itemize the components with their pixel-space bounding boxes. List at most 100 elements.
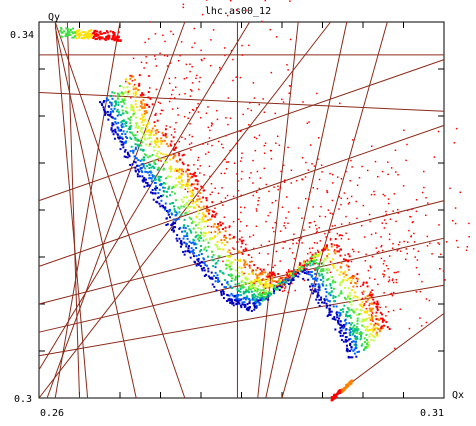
footprint-halo-point bbox=[287, 69, 289, 71]
footprint-point bbox=[253, 287, 256, 290]
footprint-halo-point bbox=[192, 109, 195, 112]
footprint-point bbox=[189, 176, 192, 179]
footprint-halo-point bbox=[312, 206, 314, 208]
footprint-point bbox=[186, 180, 189, 183]
footprint-point bbox=[153, 162, 156, 165]
footprint-point bbox=[244, 289, 247, 292]
footprint-point bbox=[196, 262, 199, 265]
footprint-halo-point bbox=[383, 270, 386, 272]
footprint-halo-point bbox=[331, 225, 334, 227]
footprint-point bbox=[203, 269, 206, 272]
footprint-point bbox=[365, 333, 368, 336]
footprint-point bbox=[180, 179, 183, 182]
footprint-point bbox=[339, 248, 342, 251]
footprint-point bbox=[278, 277, 281, 280]
footprint-point bbox=[164, 206, 167, 209]
footprint-halo-point bbox=[173, 128, 176, 130]
footprint-halo-point bbox=[396, 249, 398, 252]
footprint-point bbox=[143, 185, 146, 188]
footprint-point bbox=[271, 280, 274, 283]
footprint-upper-arm-point bbox=[87, 36, 90, 39]
footprint-halo-point bbox=[229, 0, 232, 2]
footprint-point bbox=[241, 301, 244, 304]
footprint-point bbox=[309, 257, 312, 260]
footprint-point bbox=[119, 114, 122, 117]
footprint-halo-point bbox=[197, 102, 199, 105]
footprint-halo-point bbox=[207, 106, 209, 108]
footprint-point bbox=[286, 274, 289, 277]
footprint-point bbox=[160, 152, 163, 155]
footprint-point bbox=[358, 313, 361, 316]
footprint-point bbox=[131, 163, 134, 166]
footprint-upper-arm-point bbox=[106, 36, 109, 39]
footprint-halo-point bbox=[416, 259, 419, 261]
footprint-halo-point bbox=[154, 33, 157, 35]
footprint-point bbox=[140, 170, 143, 173]
footprint-point bbox=[231, 301, 234, 304]
footprint-halo-point bbox=[276, 285, 278, 287]
footprint-point bbox=[207, 270, 210, 273]
footprint-point bbox=[237, 250, 240, 253]
footprint-halo-point bbox=[283, 181, 286, 183]
footprint-point bbox=[136, 173, 139, 176]
footprint-point bbox=[147, 156, 150, 159]
footprint-point bbox=[263, 291, 266, 294]
footprint-halo-point bbox=[364, 260, 367, 262]
footprint-halo-point bbox=[253, 136, 256, 139]
footprint-point bbox=[196, 199, 199, 202]
tune-footprint bbox=[59, 0, 470, 402]
footprint-point bbox=[359, 338, 362, 341]
footprint-halo-point bbox=[169, 126, 171, 128]
footprint-lower-cluster-point bbox=[342, 387, 345, 390]
footprint-point bbox=[218, 231, 221, 234]
footprint-point bbox=[371, 316, 374, 319]
footprint-point bbox=[150, 140, 153, 143]
footprint-halo-point bbox=[413, 241, 416, 243]
footprint-point bbox=[317, 291, 320, 294]
footprint-halo-point bbox=[372, 320, 374, 322]
footprint-halo-point bbox=[233, 235, 235, 238]
footprint-point bbox=[315, 254, 318, 257]
footprint-halo-point bbox=[316, 242, 318, 244]
footprint-point bbox=[220, 239, 223, 242]
footprint-point bbox=[205, 220, 208, 223]
footprint-point bbox=[134, 148, 137, 151]
footprint-halo-point bbox=[247, 107, 249, 110]
footprint-halo-point bbox=[191, 82, 194, 84]
footprint-halo-point bbox=[196, 107, 198, 109]
footprint-point bbox=[252, 302, 255, 305]
footprint-point bbox=[326, 279, 329, 282]
footprint-point bbox=[226, 259, 229, 262]
footprint-halo-point bbox=[275, 142, 277, 144]
footprint-point bbox=[130, 145, 133, 148]
footprint-point bbox=[320, 296, 323, 299]
footprint-point bbox=[154, 177, 157, 180]
footprint-point bbox=[336, 269, 339, 272]
footprint-halo-point bbox=[319, 240, 322, 242]
footprint-halo-point bbox=[168, 100, 171, 103]
footprint-point bbox=[314, 289, 317, 292]
footprint-upper-arm-point bbox=[112, 31, 115, 34]
footprint-point bbox=[312, 262, 315, 265]
footprint-halo-point bbox=[145, 62, 148, 64]
footprint-point bbox=[135, 124, 138, 127]
footprint-point bbox=[236, 240, 239, 243]
footprint-point bbox=[196, 180, 199, 183]
footprint-point bbox=[190, 222, 193, 225]
footprint-point bbox=[126, 130, 129, 133]
footprint-point bbox=[199, 192, 202, 195]
x-tick-label-right: 0.31 bbox=[420, 408, 444, 419]
footprint-point bbox=[190, 199, 193, 202]
footprint-point bbox=[148, 167, 151, 170]
footprint-halo-point bbox=[420, 325, 423, 327]
footprint-point bbox=[251, 294, 254, 297]
footprint-point bbox=[332, 264, 335, 267]
footprint-point bbox=[327, 292, 330, 295]
footprint-point bbox=[152, 159, 155, 162]
footprint-point bbox=[196, 223, 199, 226]
footprint-halo-point bbox=[346, 197, 349, 200]
footprint-point bbox=[368, 294, 371, 297]
footprint-halo-point bbox=[188, 143, 191, 146]
footprint-point bbox=[121, 137, 124, 140]
footprint-point bbox=[152, 198, 155, 201]
